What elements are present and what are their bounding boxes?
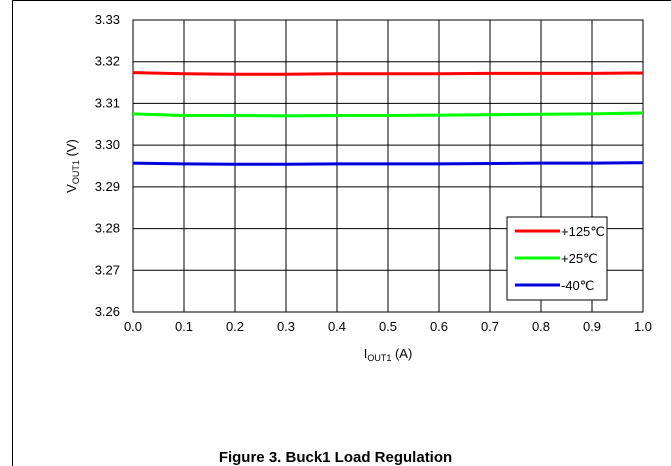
x-tick-label: 0.9	[583, 319, 601, 334]
x-tick-label: 0.0	[124, 319, 142, 334]
figure-caption: Figure 3. Buck1 Load Regulation	[218, 449, 453, 466]
plot-area-border	[132, 19, 644, 313]
y-tick-label: 3.27	[95, 262, 120, 277]
x-tick-label: 1.0	[634, 319, 652, 334]
series-line	[132, 161, 644, 166]
x-tick-label: 0.1	[175, 319, 193, 334]
y-tick-label: 3.31	[95, 95, 120, 110]
x-tick-label: 0.2	[226, 319, 244, 334]
x-tick-label: 0.7	[481, 319, 499, 334]
series-line	[132, 71, 644, 76]
y-axis-label: VOUT1 (V)	[64, 139, 81, 193]
series-line	[132, 111, 644, 118]
y-tick-label: 3.28	[95, 221, 120, 236]
y-tick-label: 3.33	[95, 12, 120, 27]
x-tick-label: 0.6	[430, 319, 448, 334]
x-tick-label: 0.4	[328, 319, 346, 334]
y-tick-label: 3.26	[95, 304, 120, 319]
legend-label: +125℃	[561, 224, 605, 239]
figure-frame	[12, 0, 671, 466]
y-tick-label: 3.32	[95, 54, 120, 69]
load-regulation-chart: 0.0 0.1 0.2 0.3 0.4 0.5 0.6 0.7 0.8 0.9 1.0 3.26 3.2…	[64, 12, 652, 363]
y-tick-label: 3.29	[95, 179, 120, 194]
x-tick-label: 0.5	[379, 319, 397, 334]
x-tick-label: 0.8	[532, 319, 550, 334]
y-tick-label: 3.30	[95, 137, 120, 152]
legend-label: -40℃	[561, 278, 594, 293]
legend-label: +25℃	[561, 251, 598, 266]
x-tick-label: 0.3	[277, 319, 295, 334]
x-axis-label: IOUT1 (A)	[364, 346, 413, 363]
